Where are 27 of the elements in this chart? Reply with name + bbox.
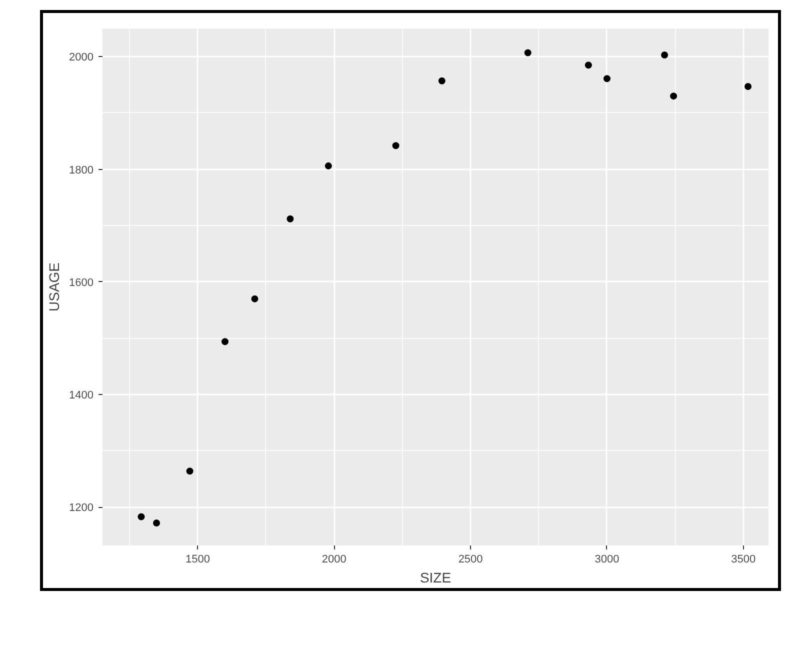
point xyxy=(603,75,610,82)
x-tick-label: 2000 xyxy=(322,554,346,566)
point xyxy=(222,338,229,346)
x-tick-label: 3000 xyxy=(594,554,620,566)
point xyxy=(138,513,145,520)
point xyxy=(392,142,400,150)
point xyxy=(286,215,294,222)
point xyxy=(744,83,752,90)
y-tick-label: 2000 xyxy=(69,52,94,64)
point xyxy=(186,468,194,475)
point xyxy=(251,295,258,302)
point xyxy=(524,49,532,56)
y-tick-label: 1800 xyxy=(69,164,94,176)
x-tick-label: 2500 xyxy=(458,554,483,566)
point xyxy=(153,519,160,526)
x-axis-title: SIZE xyxy=(420,570,452,586)
y-tick-label: 1400 xyxy=(69,390,94,402)
point xyxy=(670,92,678,100)
y-tick-label: 1600 xyxy=(69,276,94,289)
point xyxy=(438,77,446,84)
x-tick-label: 1500 xyxy=(185,554,210,566)
x-tick-label: 3500 xyxy=(731,554,756,566)
point xyxy=(324,162,332,170)
point xyxy=(661,51,668,58)
y-tick-label: 1200 xyxy=(69,502,94,514)
y-axis-title: USAGE xyxy=(46,262,62,312)
point xyxy=(584,62,592,69)
